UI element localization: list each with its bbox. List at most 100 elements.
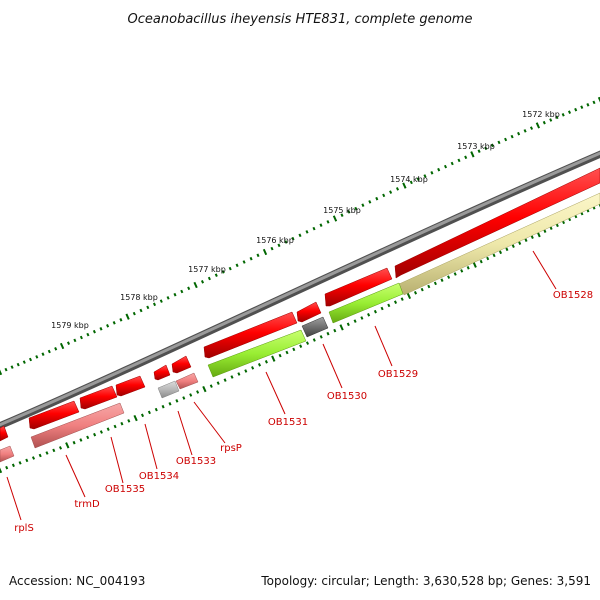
- inner-minor-tick: [305, 341, 310, 345]
- leader-ob1531: [265, 371, 286, 415]
- gene-label-ob1530[interactable]: OB1530: [327, 391, 367, 402]
- inner-minor-tick: [312, 338, 316, 342]
- gene-ob1534-arrow[interactable]: [115, 375, 146, 397]
- gene-labels: OB1528 OB1529 OB1530 OB1531 rpsP OB1533 …: [14, 290, 593, 534]
- inner-minor-tick: [453, 272, 457, 276]
- scale-minor-tick: [235, 263, 239, 268]
- feature-block-pink-3[interactable]: [0, 445, 15, 463]
- scale-minor-tick: [214, 273, 218, 277]
- gene-rpsp-arrow[interactable]: [171, 355, 192, 374]
- inner-minor-tick: [466, 266, 470, 270]
- scale-minor-tick: [586, 103, 590, 107]
- inner-minor-tick: [433, 281, 437, 286]
- inner-minor-tick: [486, 256, 490, 261]
- inner-minor-tick: [492, 253, 496, 258]
- inner-minor-tick: [147, 410, 151, 415]
- gene-label-ob1533[interactable]: OB1533: [176, 456, 216, 467]
- gene-label-ob1529[interactable]: OB1529: [378, 369, 418, 380]
- scale-minor-tick: [221, 270, 225, 274]
- scale-minor-tick: [555, 115, 559, 120]
- scale-minor-tick: [277, 243, 281, 248]
- scale-minor-tick: [112, 321, 116, 325]
- gene-trmd-arrow[interactable]: [28, 400, 80, 430]
- scale-minor-tick: [457, 158, 461, 163]
- inner-minor-tick: [72, 440, 76, 445]
- leader-ob1530: [322, 343, 343, 389]
- gene-label-ob1531[interactable]: OB1531: [268, 417, 308, 428]
- scale-minor-tick: [106, 324, 110, 328]
- feature-block-pink-1[interactable]: [175, 372, 199, 390]
- scale-major-tick: [332, 215, 338, 222]
- gene-label-ob1534[interactable]: OB1534: [139, 471, 179, 482]
- kbp-label-1578: 1578 kbp: [120, 293, 158, 302]
- inner-minor-tick: [413, 291, 418, 295]
- scale-minor-tick: [523, 129, 527, 133]
- scale-minor-tick: [187, 286, 191, 291]
- inner-minor-tick: [223, 378, 227, 382]
- scale-minor-tick: [567, 110, 572, 114]
- gene-label-rpsp[interactable]: rpsP: [220, 443, 242, 454]
- gene-rpls-arrow[interactable]: [0, 425, 9, 442]
- scale-minor-tick: [4, 367, 8, 372]
- scale-minor-tick: [340, 213, 344, 217]
- gene-label-rpls[interactable]: rplS: [14, 523, 34, 534]
- inner-minor-tick: [380, 306, 384, 311]
- scale-minor-tick: [22, 360, 26, 364]
- kbp-scale: [0, 96, 600, 376]
- feature-block-pink-2[interactable]: [30, 402, 125, 449]
- scale-major-tick: [402, 182, 407, 189]
- scale-major-tick: [125, 313, 130, 320]
- feature-block-gray-dark[interactable]: [301, 316, 329, 338]
- inner-minor-tick: [244, 369, 248, 373]
- feature-block-green-2[interactable]: [207, 329, 307, 378]
- scale-minor-tick: [347, 210, 351, 214]
- scale-minor-tick: [580, 105, 584, 109]
- gene-ob1529-arrow[interactable]: [324, 267, 393, 307]
- scale-major-tick: [0, 368, 3, 376]
- inner-minor-tick: [373, 309, 377, 314]
- scale-minor-tick: [86, 332, 90, 337]
- feature-block-green-1[interactable]: [328, 282, 404, 324]
- leader-ob1535: [110, 436, 124, 484]
- gene-ob1531-arrow[interactable]: [203, 311, 298, 359]
- scale-minor-tick: [477, 149, 481, 153]
- inner-minor-tick: [264, 360, 268, 364]
- scale-minor-tick: [139, 308, 143, 313]
- scale-minor-tick: [464, 155, 468, 160]
- scale-minor-tick: [256, 253, 260, 258]
- kbp-label-1576: 1576 kbp: [256, 236, 294, 245]
- gene-label-ob1528[interactable]: OB1528: [553, 290, 593, 301]
- inner-minor-tick: [543, 229, 547, 233]
- gene-label-ob1535[interactable]: OB1535: [105, 484, 145, 495]
- scale-minor-tick: [484, 146, 488, 151]
- gene-ob1530-arrow[interactable]: [296, 301, 322, 323]
- inner-minor-tick: [216, 381, 220, 385]
- gene-ob1535-arrow[interactable]: [79, 385, 118, 410]
- gene-label-trmd[interactable]: trmD: [74, 499, 100, 510]
- gene-ob1528-arrow[interactable]: [394, 167, 600, 279]
- inner-minor-tick: [11, 463, 15, 468]
- scale-minor-tick: [319, 223, 323, 227]
- scale-minor-tick: [529, 126, 534, 130]
- inner-minor-tick: [237, 372, 241, 376]
- inner-minor-tick: [189, 393, 193, 397]
- scale-minor-tick: [35, 355, 39, 359]
- inner-minor-tick: [400, 297, 404, 301]
- kbp-label-1577: 1577 kbp: [188, 265, 226, 274]
- scale-minor-tick: [592, 100, 596, 105]
- leader-ob1529: [374, 325, 393, 367]
- scale-minor-tick: [54, 347, 58, 351]
- feature-block-gray-light[interactable]: [157, 380, 180, 399]
- feature-block-yellow[interactable]: [398, 192, 600, 296]
- inner-minor-tick: [393, 300, 398, 304]
- scale-minor-tick: [361, 203, 365, 207]
- scale-minor-tick: [159, 299, 163, 303]
- scale-minor-tick: [10, 365, 14, 369]
- scale-minor-tick: [298, 233, 302, 238]
- scale-minor-tick: [242, 260, 246, 264]
- label-leader-lines: [6, 250, 557, 521]
- inner-minor-tick: [196, 390, 200, 394]
- inner-minor-tick: [38, 453, 42, 458]
- gene-ob1533-arrow[interactable]: [153, 364, 171, 381]
